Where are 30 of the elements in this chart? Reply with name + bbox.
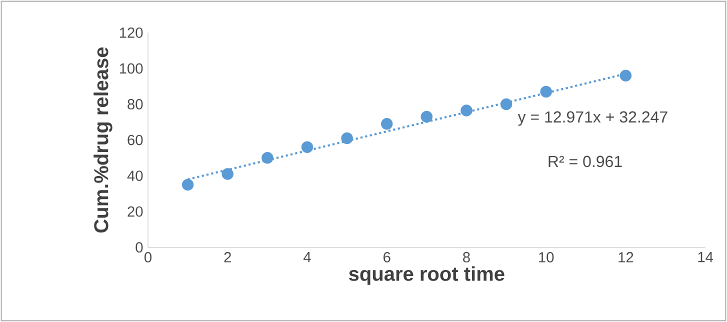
y-tick-label: 40 — [127, 170, 143, 181]
y-tick-label: 60 — [128, 134, 143, 146]
point — [182, 178, 194, 191]
y-tick-label: 120 — [120, 27, 143, 38]
x-tick-label: 14 — [698, 252, 714, 262]
y-tick-label: 0 — [136, 242, 143, 253]
x-tick-label: 2 — [224, 252, 231, 262]
y-axis-title: Cum.%drug release — [94, 47, 112, 233]
x-tick-label: 10 — [539, 252, 554, 262]
point — [341, 132, 353, 144]
point — [540, 86, 552, 98]
point — [420, 110, 433, 123]
point — [380, 118, 393, 130]
x-tick-label: 0 — [144, 252, 152, 262]
point — [262, 152, 274, 164]
point — [222, 168, 234, 180]
y-tick-label: 80 — [128, 99, 143, 110]
point — [301, 141, 314, 154]
x-tick-label: 4 — [304, 252, 311, 262]
x-axis-title: square root time — [349, 266, 504, 285]
annotation: y = 12.971x + 32.247 — [518, 111, 668, 126]
point — [460, 104, 472, 116]
point — [620, 70, 632, 82]
x-tick-label: 6 — [384, 252, 390, 262]
x-tick-label: 8 — [463, 252, 470, 262]
y-tick-label: 100 — [120, 63, 143, 74]
annotation: R² = 0.961 — [548, 156, 622, 168]
y-tick-label: 20 — [128, 206, 143, 217]
x-tick-label: 12 — [618, 252, 634, 262]
point — [500, 98, 512, 110]
